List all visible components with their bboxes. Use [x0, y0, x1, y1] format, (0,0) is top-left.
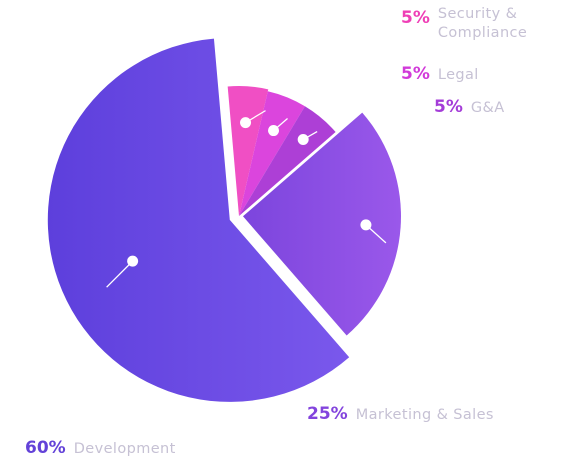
label-development-percent: 60% — [25, 438, 66, 458]
label-ga: 5% G&A — [434, 97, 505, 117]
slice-ga-marker-dot — [297, 134, 309, 146]
slice-security-compliance-marker-dot — [240, 117, 252, 129]
slice-ga — [239, 106, 336, 216]
label-ga-text: G&A — [470, 100, 505, 116]
pie-slices — [47, 38, 401, 402]
label-development-text: Development — [73, 441, 176, 457]
slice-legal — [239, 91, 305, 216]
label-legal: 5% Legal — [401, 64, 479, 84]
label-marketing-sales: 25% Marketing & Sales — [307, 404, 494, 424]
label-marketing-sales-text: Marketing & Sales — [355, 407, 494, 423]
label-security-compliance-percent: 5% — [401, 8, 430, 28]
label-marketing-sales-percent: 25% — [307, 404, 348, 424]
slice-marketing-sales-marker-dot — [360, 219, 372, 231]
slice-security-compliance — [227, 86, 269, 216]
slice-legal-marker-dot — [268, 125, 280, 137]
slice-development-marker-dot — [127, 255, 139, 267]
label-ga-percent: 5% — [434, 97, 463, 117]
label-legal-percent: 5% — [401, 64, 430, 84]
slice-development — [47, 38, 350, 402]
label-development: 60% Development — [25, 438, 176, 458]
slice-marketing-sales — [242, 112, 401, 336]
label-security-compliance: 5% Security & Compliance — [401, 5, 558, 43]
pie-leader-lines — [106, 110, 387, 288]
label-security-compliance-text: Security & Compliance — [437, 6, 528, 41]
label-legal-text: Legal — [437, 67, 479, 83]
slice-development-leader-line — [106, 260, 134, 288]
